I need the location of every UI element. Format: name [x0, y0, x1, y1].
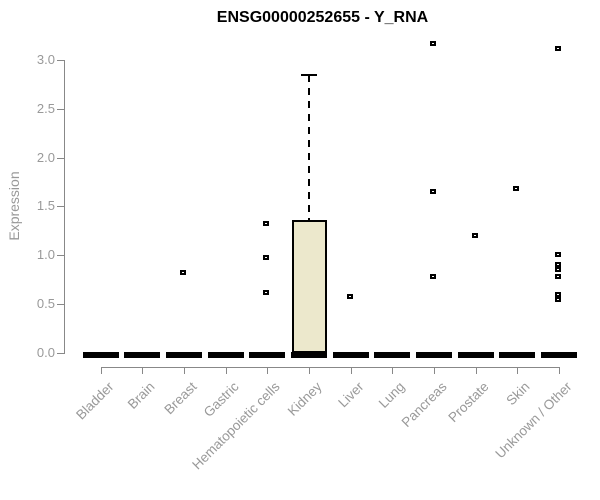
boxplot-median [499, 352, 536, 358]
x-tick [475, 367, 477, 374]
y-axis-line [64, 59, 65, 354]
outlier-point [555, 274, 561, 280]
outlier-point [555, 251, 561, 257]
y-tick [57, 157, 64, 159]
boxplot-median [374, 352, 411, 358]
y-tick-label: 2.0 [36, 149, 55, 165]
outlier-point [555, 291, 561, 297]
outlier-point [346, 293, 353, 299]
y-tick-label: 0.0 [36, 345, 55, 360]
boxplot-median [124, 352, 161, 358]
outlier-point [555, 45, 561, 51]
outlier-point [180, 270, 187, 276]
x-tick [184, 367, 186, 374]
outlier-point [430, 274, 436, 280]
boxplot-median [249, 352, 286, 358]
boxplot-median [416, 352, 452, 358]
y-tick [57, 206, 64, 208]
boxplot-median [457, 352, 494, 358]
y-tick-label: 3.0 [36, 51, 55, 67]
outlier-point [513, 186, 520, 192]
x-tick [517, 367, 519, 374]
y-tick-label: 1.5 [36, 198, 55, 214]
y-tick-label: 2.5 [36, 100, 55, 116]
outlier-point [471, 233, 478, 239]
boxplot-box [291, 220, 327, 353]
boxplot-median [541, 352, 577, 358]
outlier-point [430, 189, 436, 195]
y-tick [57, 255, 64, 257]
y-tick-label: 1.0 [36, 247, 55, 263]
x-tick [559, 367, 560, 374]
boxplot-median [332, 352, 369, 358]
outlier-point [555, 261, 561, 267]
x-tick [434, 367, 435, 374]
x-tick [392, 367, 394, 374]
boxplot-whisker [308, 74, 311, 221]
y-tick [57, 304, 64, 306]
y-tick [57, 353, 64, 354]
x-tick [225, 367, 227, 374]
outlier-point [430, 40, 436, 46]
y-tick [57, 108, 64, 110]
boxplot-median [291, 352, 328, 358]
y-tick [57, 59, 64, 61]
outlier-point [263, 254, 270, 260]
chart-title: ENSG00000252655 - Y_RNA [216, 9, 429, 26]
x-tick [309, 367, 311, 374]
boxplot-median [82, 352, 119, 358]
x-tick [142, 367, 144, 374]
x-tick [267, 367, 269, 374]
boxplot-whisker-cap [301, 73, 318, 76]
x-tick [350, 367, 352, 374]
outlier-point [555, 266, 561, 272]
outlier-point [263, 289, 270, 295]
x-axis-line [100, 367, 560, 368]
boxplot-median [207, 352, 244, 358]
outlier-point [263, 220, 270, 226]
x-tick [100, 367, 102, 374]
outlier-point [555, 296, 561, 302]
y-tick-label: 0.5 [36, 296, 55, 312]
boxplot-median [166, 352, 203, 358]
